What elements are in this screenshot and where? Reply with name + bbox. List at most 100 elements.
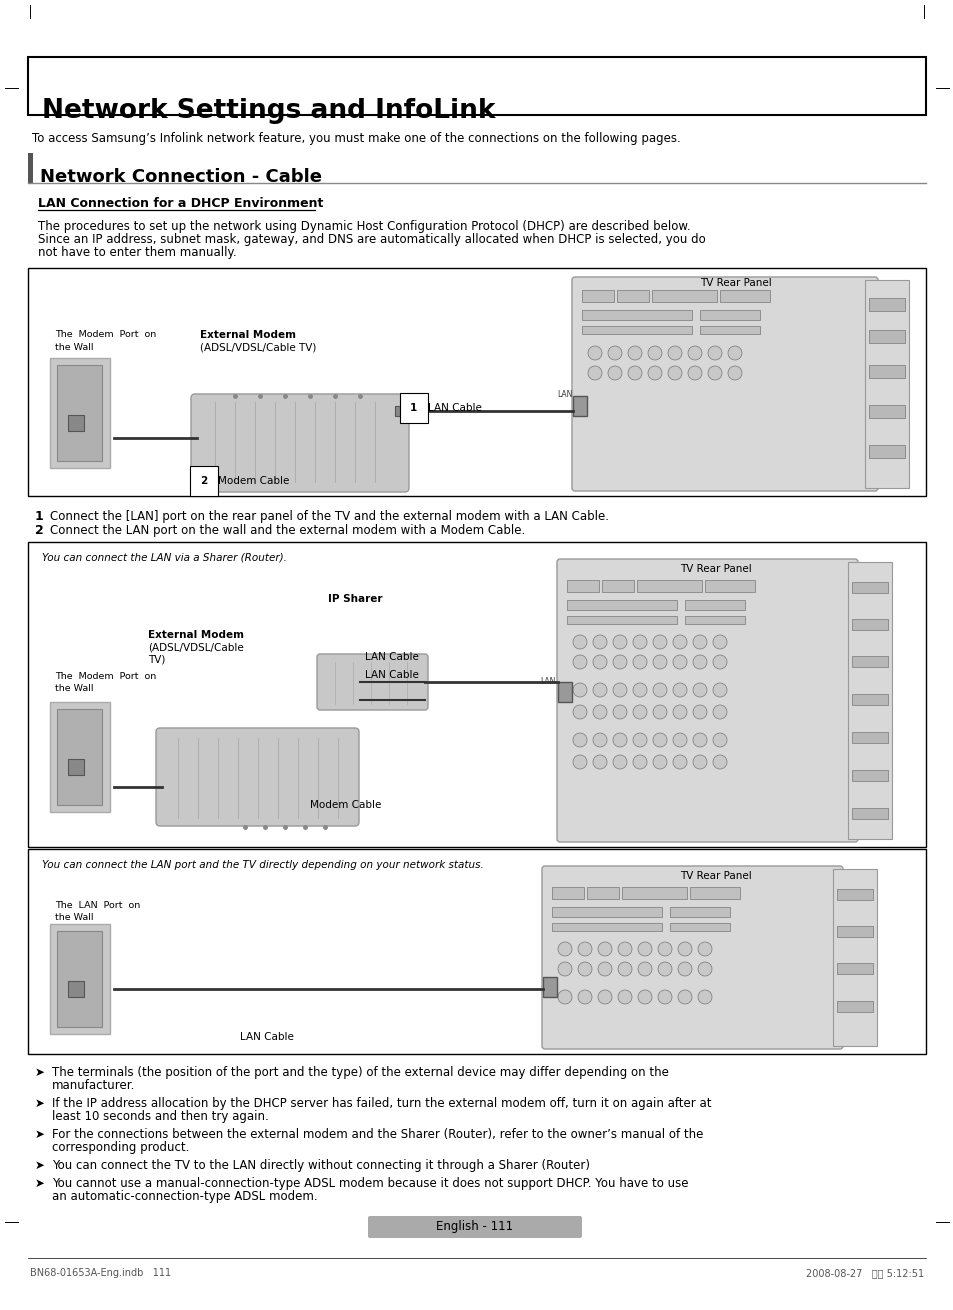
Bar (28, 58, 925, 115)
Circle shape (692, 655, 706, 669)
Circle shape (672, 755, 686, 769)
Bar (868, 405, 904, 418)
Bar (851, 770, 887, 781)
Circle shape (658, 990, 671, 1003)
Text: Connect the LAN port on the wall and the external modem with a Modem Cable.: Connect the LAN port on the wall and the… (50, 524, 525, 537)
Circle shape (652, 734, 666, 747)
Bar (669, 907, 729, 917)
Bar (637, 580, 701, 592)
Circle shape (613, 705, 626, 719)
Circle shape (667, 346, 681, 360)
Bar (669, 924, 729, 931)
FancyBboxPatch shape (156, 728, 358, 827)
Bar (28, 153, 33, 183)
Circle shape (658, 962, 671, 976)
Circle shape (727, 346, 741, 360)
Text: Network Connection - Cable: Network Connection - Cable (40, 168, 322, 186)
Circle shape (627, 346, 641, 360)
Circle shape (613, 734, 626, 747)
Circle shape (652, 655, 666, 669)
Text: The  LAN  Port  on: The LAN Port on (55, 901, 140, 910)
Bar (552, 924, 661, 931)
Circle shape (727, 365, 741, 380)
Circle shape (618, 990, 631, 1003)
Circle shape (692, 683, 706, 697)
Circle shape (712, 683, 726, 697)
Bar (601, 580, 634, 592)
Circle shape (593, 683, 606, 697)
Circle shape (707, 346, 721, 360)
Circle shape (687, 365, 701, 380)
Text: English - 111: English - 111 (436, 1220, 513, 1233)
Circle shape (647, 365, 661, 380)
FancyBboxPatch shape (316, 654, 428, 710)
Circle shape (678, 942, 691, 956)
Bar (68, 415, 84, 431)
Circle shape (573, 683, 586, 697)
Text: External Modem: External Modem (200, 330, 295, 341)
Circle shape (712, 655, 726, 669)
Circle shape (558, 942, 572, 956)
Circle shape (613, 635, 626, 648)
Text: Since an IP address, subnet mask, gateway, and DNS are automatically allocated w: Since an IP address, subnet mask, gatewa… (38, 233, 705, 246)
Text: ➤: ➤ (35, 1066, 45, 1079)
Circle shape (633, 734, 646, 747)
Text: not have to enter them manually.: not have to enter them manually. (38, 246, 236, 259)
Circle shape (593, 635, 606, 648)
Text: For the connections between the external modem and the Sharer (Router), refer to: For the connections between the external… (52, 1128, 702, 1141)
FancyBboxPatch shape (191, 394, 409, 493)
Circle shape (593, 705, 606, 719)
Text: (ADSL/VDSL/Cable TV): (ADSL/VDSL/Cable TV) (200, 343, 316, 352)
Text: TV Rear Panel: TV Rear Panel (700, 278, 771, 288)
Circle shape (638, 990, 651, 1003)
Text: manufacturer.: manufacturer. (52, 1079, 135, 1093)
Circle shape (578, 942, 592, 956)
Text: ➤: ➤ (35, 1096, 45, 1110)
Text: LAN Cable: LAN Cable (365, 669, 418, 680)
Bar (836, 1001, 872, 1013)
Circle shape (573, 635, 586, 648)
Text: the Wall: the Wall (55, 913, 93, 922)
Circle shape (712, 755, 726, 769)
Bar (586, 887, 618, 899)
Bar (868, 297, 904, 310)
Bar (684, 616, 744, 624)
Circle shape (573, 705, 586, 719)
Bar (700, 326, 760, 334)
Circle shape (558, 962, 572, 976)
Bar (617, 290, 648, 303)
Circle shape (633, 655, 646, 669)
Text: BN68-01653A-Eng.indb   111: BN68-01653A-Eng.indb 111 (30, 1268, 171, 1279)
Circle shape (638, 962, 651, 976)
Circle shape (672, 705, 686, 719)
Text: You can connect the TV to the LAN directly without connecting it through a Share: You can connect the TV to the LAN direct… (52, 1159, 589, 1172)
Bar (704, 580, 754, 592)
Text: an automatic-connection-type ADSL modem.: an automatic-connection-type ADSL modem. (52, 1189, 317, 1203)
Bar (57, 709, 102, 806)
Bar (552, 887, 583, 899)
FancyBboxPatch shape (541, 866, 842, 1049)
Text: 2008-08-27   오후 5:12:51: 2008-08-27 오후 5:12:51 (805, 1268, 923, 1279)
Circle shape (652, 683, 666, 697)
Bar (573, 396, 586, 417)
Circle shape (627, 365, 641, 380)
Circle shape (618, 962, 631, 976)
FancyBboxPatch shape (557, 559, 857, 842)
Text: LAN: LAN (557, 390, 572, 400)
Circle shape (647, 346, 661, 360)
FancyBboxPatch shape (572, 276, 877, 491)
Circle shape (573, 655, 586, 669)
Circle shape (598, 990, 612, 1003)
Bar (28, 849, 925, 1055)
Text: IP Sharer: IP Sharer (328, 593, 382, 604)
Circle shape (687, 346, 701, 360)
Bar (868, 365, 904, 379)
Bar (581, 310, 691, 320)
Bar (689, 887, 740, 899)
Circle shape (593, 734, 606, 747)
Circle shape (672, 734, 686, 747)
Bar (651, 290, 717, 303)
Bar (50, 702, 110, 812)
Bar (57, 365, 102, 461)
Text: Modem Cable: Modem Cable (310, 800, 381, 810)
